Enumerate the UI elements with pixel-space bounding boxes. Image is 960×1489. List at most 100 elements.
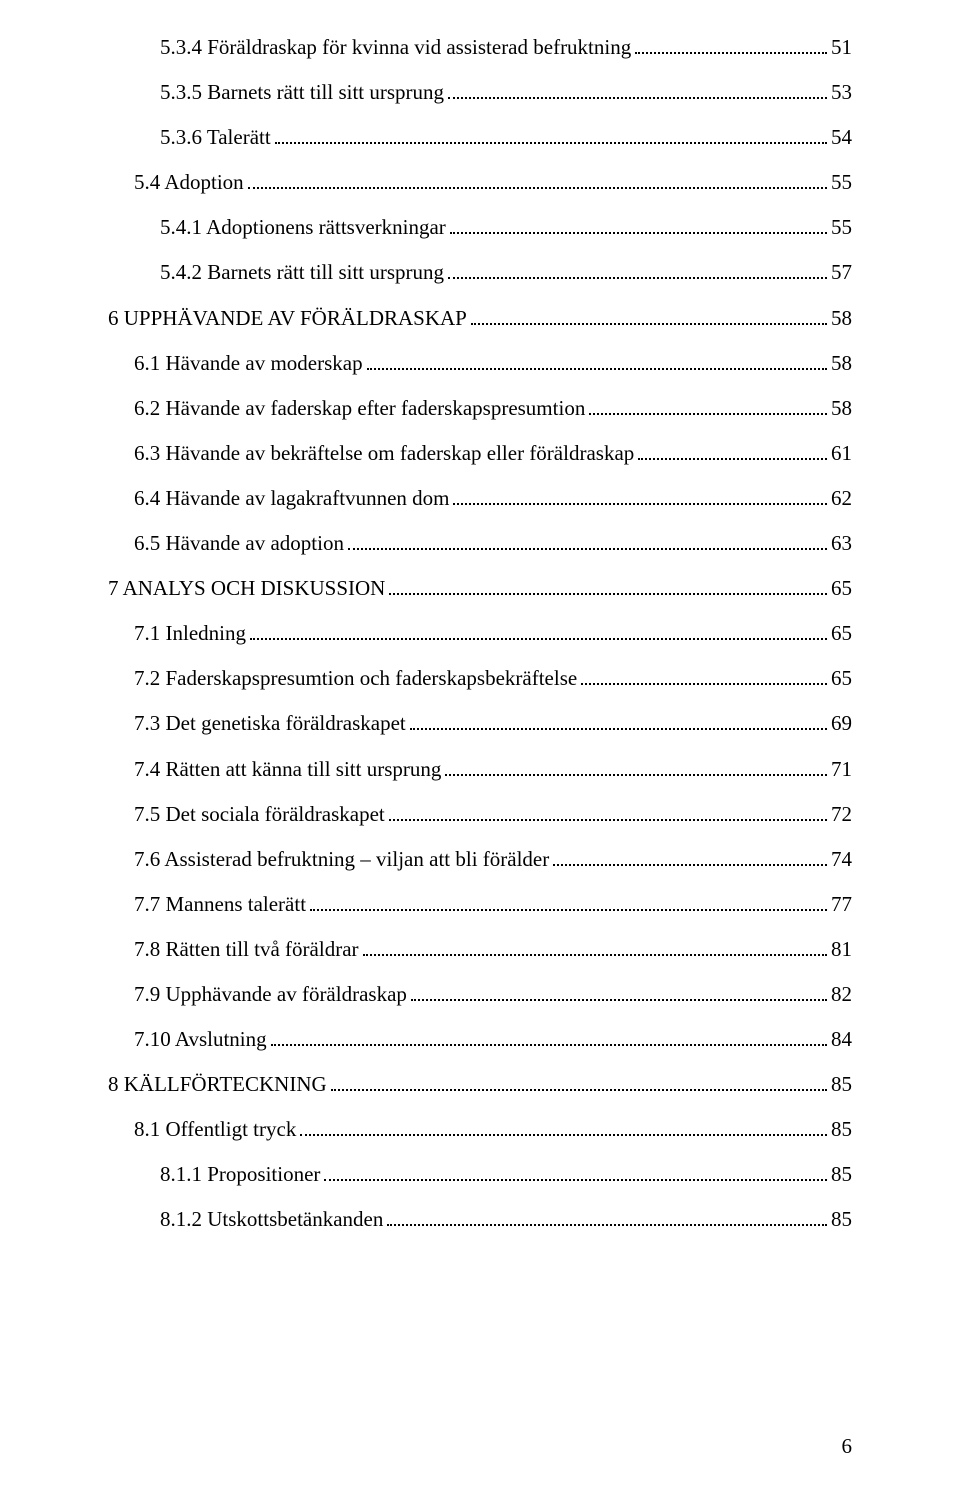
dot-leader bbox=[638, 458, 827, 460]
toc-entry: 6.2 Hävande av faderskap efter faderskap… bbox=[108, 397, 852, 420]
toc-entry: 7.4 Rätten att känna till sitt ursprung7… bbox=[108, 758, 852, 781]
toc-entry: 7.8 Rätten till två föräldrar81 bbox=[108, 938, 852, 961]
toc-entry: 8 KÄLLFÖRTECKNING85 bbox=[108, 1073, 852, 1096]
toc-entry-title: 5.3.4 Föräldraskap för kvinna vid assist… bbox=[160, 36, 631, 59]
toc-entry-title: 7.9 Upphävande av föräldraskap bbox=[134, 983, 407, 1006]
toc-entry: 7.10 Avslutning 84 bbox=[108, 1028, 852, 1051]
toc-entry-title: 8.1.2 Utskottsbetänkanden bbox=[160, 1208, 383, 1231]
dot-leader bbox=[411, 999, 827, 1001]
toc-entry-page: 63 bbox=[831, 532, 852, 555]
dot-leader bbox=[331, 1089, 827, 1091]
toc-entry-page: 53 bbox=[831, 81, 852, 104]
dot-leader bbox=[271, 1044, 827, 1046]
toc-entry-page: 69 bbox=[831, 712, 852, 735]
toc-entry: 6.5 Hävande av adoption 63 bbox=[108, 532, 852, 555]
toc-entry-page: 65 bbox=[831, 667, 852, 690]
toc-entry: 8.1 Offentligt tryck85 bbox=[108, 1118, 852, 1141]
toc-entry-title: 8.1.1 Propositioner bbox=[160, 1163, 320, 1186]
toc-entry: 8.1.2 Utskottsbetänkanden 85 bbox=[108, 1208, 852, 1231]
toc-entry: 5.4 Adoption 55 bbox=[108, 171, 852, 194]
dot-leader bbox=[635, 52, 827, 54]
dot-leader bbox=[581, 683, 827, 685]
dot-leader bbox=[448, 277, 827, 279]
toc-entry-page: 84 bbox=[831, 1028, 852, 1051]
toc-entry-page: 58 bbox=[831, 307, 852, 330]
toc-entry-page: 61 bbox=[831, 442, 852, 465]
dot-leader bbox=[589, 413, 827, 415]
toc-entry-title: 8.1 Offentligt tryck bbox=[134, 1118, 296, 1141]
toc-entry-title: 7.1 Inledning bbox=[134, 622, 246, 645]
toc-entry: 5.3.5 Barnets rätt till sitt ursprung 53 bbox=[108, 81, 852, 104]
dot-leader bbox=[448, 97, 827, 99]
dot-leader bbox=[389, 819, 827, 821]
dot-leader bbox=[300, 1134, 827, 1136]
dot-leader bbox=[363, 954, 827, 956]
dot-leader bbox=[553, 864, 827, 866]
toc-entry-title: 6 UPPHÄVANDE AV FÖRÄLDRASKAP bbox=[108, 307, 467, 330]
toc-entry-title: 6.5 Hävande av adoption bbox=[134, 532, 344, 555]
dot-leader bbox=[248, 187, 827, 189]
toc-entry-title: 7.2 Faderskapspresumtion och faderskapsb… bbox=[134, 667, 577, 690]
toc-entry: 8.1.1 Propositioner 85 bbox=[108, 1163, 852, 1186]
toc-entry-page: 81 bbox=[831, 938, 852, 961]
toc-entry-title: 7 ANALYS OCH DISKUSSION bbox=[108, 577, 385, 600]
toc-entry-title: 5.3.5 Barnets rätt till sitt ursprung bbox=[160, 81, 444, 104]
toc-entry: 7.2 Faderskapspresumtion och faderskapsb… bbox=[108, 667, 852, 690]
toc-entry-page: 58 bbox=[831, 352, 852, 375]
toc-entry-page: 72 bbox=[831, 803, 852, 826]
toc-entry-title: 7.3 Det genetiska föräldraskapet bbox=[134, 712, 406, 735]
toc-entry: 7 ANALYS OCH DISKUSSION 65 bbox=[108, 577, 852, 600]
toc-entry: 5.4.2 Barnets rätt till sitt ursprung 57 bbox=[108, 261, 852, 284]
toc-entry-page: 77 bbox=[831, 893, 852, 916]
toc-entry-page: 55 bbox=[831, 171, 852, 194]
toc-entry-page: 85 bbox=[831, 1208, 852, 1231]
toc-entry: 7.1 Inledning 65 bbox=[108, 622, 852, 645]
toc-entry: 7.7 Mannens talerätt 77 bbox=[108, 893, 852, 916]
toc-entry-title: 5.4.1 Adoptionens rättsverkningar bbox=[160, 216, 446, 239]
toc-entry-page: 65 bbox=[831, 577, 852, 600]
toc-entry: 7.6 Assisterad befruktning – viljan att … bbox=[108, 848, 852, 871]
page-number: 6 bbox=[842, 1434, 853, 1459]
toc-entry-page: 54 bbox=[831, 126, 852, 149]
dot-leader bbox=[310, 909, 827, 911]
toc-entry-page: 65 bbox=[831, 622, 852, 645]
toc-entry-title: 7.5 Det sociala föräldraskapet bbox=[134, 803, 385, 826]
dot-leader bbox=[324, 1179, 827, 1181]
toc-entry-title: 6.2 Hävande av faderskap efter faderskap… bbox=[134, 397, 585, 420]
document-page: 5.3.4 Föräldraskap för kvinna vid assist… bbox=[0, 0, 960, 1489]
dot-leader bbox=[275, 142, 827, 144]
toc-entry-title: 6.1 Hävande av moderskap bbox=[134, 352, 363, 375]
toc-entry-title: 5.4.2 Barnets rätt till sitt ursprung bbox=[160, 261, 444, 284]
toc-entry: 5.3.4 Föräldraskap för kvinna vid assist… bbox=[108, 36, 852, 59]
dot-leader bbox=[348, 548, 827, 550]
toc-entry: 6.1 Hävande av moderskap 58 bbox=[108, 352, 852, 375]
dot-leader bbox=[410, 728, 827, 730]
toc-entry-title: 7.10 Avslutning bbox=[134, 1028, 267, 1051]
toc-entry-title: 7.7 Mannens talerätt bbox=[134, 893, 306, 916]
dot-leader bbox=[450, 232, 827, 234]
toc-entry-page: 74 bbox=[831, 848, 852, 871]
toc-entry-page: 51 bbox=[831, 36, 852, 59]
toc-entry-title: 7.4 Rätten att känna till sitt ursprung bbox=[134, 758, 441, 781]
toc-entry: 7.5 Det sociala föräldraskapet 72 bbox=[108, 803, 852, 826]
toc-entry-title: 5.4 Adoption bbox=[134, 171, 244, 194]
toc-entry: 5.4.1 Adoptionens rättsverkningar 55 bbox=[108, 216, 852, 239]
toc-entry-page: 55 bbox=[831, 216, 852, 239]
toc-entry-title: 5.3.6 Talerätt bbox=[160, 126, 271, 149]
toc-entry-page: 85 bbox=[831, 1073, 852, 1096]
toc-entry-page: 85 bbox=[831, 1163, 852, 1186]
toc-entry: 6.3 Hävande av bekräftelse om faderskap … bbox=[108, 442, 852, 465]
toc-entry-page: 82 bbox=[831, 983, 852, 1006]
dot-leader bbox=[367, 368, 827, 370]
toc-entry: 7.9 Upphävande av föräldraskap 82 bbox=[108, 983, 852, 1006]
toc-entry: 5.3.6 Talerätt 54 bbox=[108, 126, 852, 149]
dot-leader bbox=[445, 774, 827, 776]
dot-leader bbox=[453, 503, 827, 505]
toc-entry-page: 58 bbox=[831, 397, 852, 420]
toc-entry: 6 UPPHÄVANDE AV FÖRÄLDRASKAP 58 bbox=[108, 307, 852, 330]
dot-leader bbox=[471, 323, 827, 325]
toc-entry: 6.4 Hävande av lagakraftvunnen dom62 bbox=[108, 487, 852, 510]
toc-entry-page: 57 bbox=[831, 261, 852, 284]
toc-entry: 7.3 Det genetiska föräldraskapet 69 bbox=[108, 712, 852, 735]
dot-leader bbox=[250, 638, 827, 640]
